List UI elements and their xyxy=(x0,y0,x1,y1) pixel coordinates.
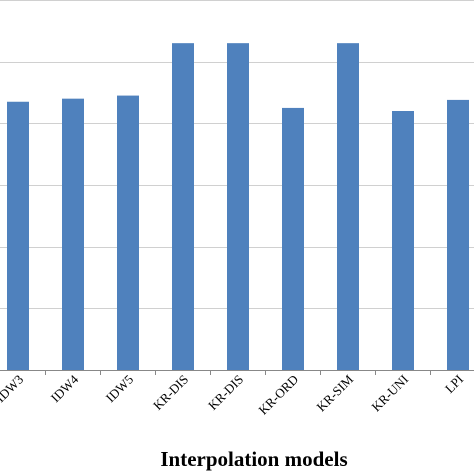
x-tick-labels: IDW3 IDW4 IDW5 KR-DIS KR-DIS KR-ORD KR-SIM KR-U… xyxy=(0,370,466,418)
x-tick-label: IDW5 xyxy=(103,372,137,406)
x-tick-label: KR-DIS xyxy=(150,372,191,413)
x-tick-label: LPI xyxy=(442,372,466,396)
bar-kr-sim xyxy=(337,43,359,371)
x-tick-label: KR-UNI xyxy=(368,372,411,415)
bar-idw4 xyxy=(62,98,84,371)
x-tick-label: IDW3 xyxy=(0,372,26,406)
bar-kr-uni xyxy=(392,111,414,370)
bar-lpi xyxy=(447,99,469,371)
x-axis-title: Interpolation models xyxy=(160,447,347,471)
x-tick-label: KR-ORD xyxy=(255,372,301,418)
x-tick-label: KR-SIM xyxy=(313,371,356,414)
bar-kr-dis xyxy=(172,43,194,371)
bar-idw5 xyxy=(117,95,139,370)
bar-idw3 xyxy=(7,101,29,370)
bars xyxy=(7,43,469,371)
x-tick-label: KR-DIS xyxy=(205,372,246,413)
bar-kr-ord xyxy=(282,107,304,371)
x-tick-label: IDW4 xyxy=(48,371,82,405)
bar-kr-dis xyxy=(227,43,249,371)
